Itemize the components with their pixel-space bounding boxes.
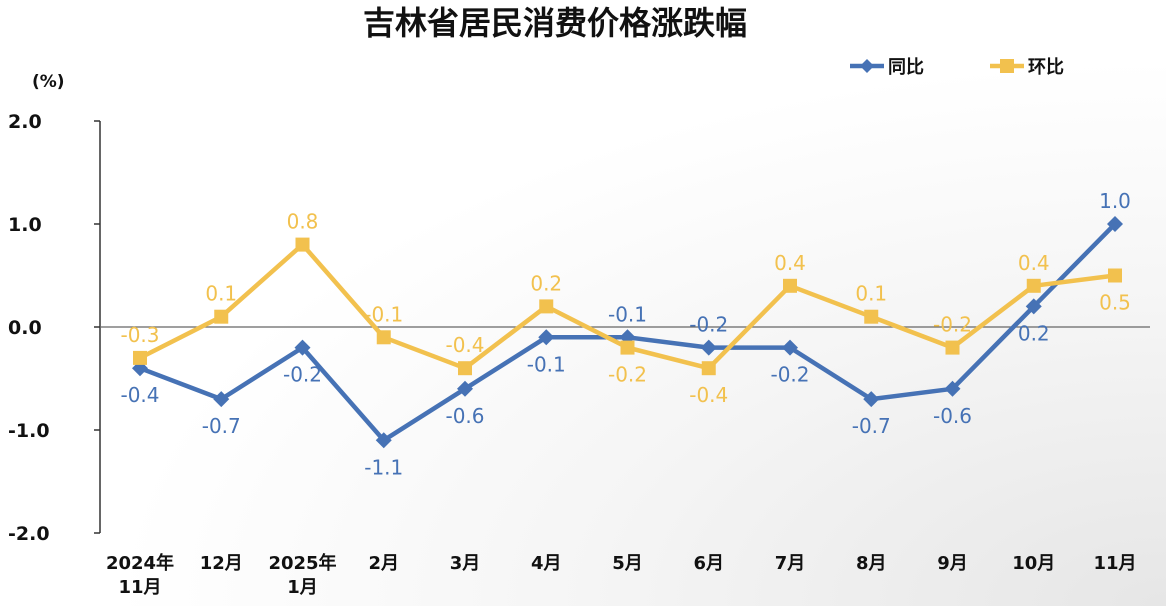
data-label: -0.2 [608,363,647,387]
legend-marker [860,59,874,73]
x-tick-label: 5月 [612,553,643,574]
data-label: 0.1 [855,282,887,306]
x-tick-label: 6月 [693,553,724,574]
y-tick-label: -2.0 [8,523,50,545]
data-label: -1.1 [364,455,403,479]
legend-marker [1000,59,1014,73]
y-axis-unit: (%) [32,72,65,92]
y-tick-label: 1.0 [8,214,42,236]
data-label: 0.4 [774,251,806,275]
data-point-marker [214,309,229,324]
data-point-marker [1107,216,1123,232]
data-point-marker [376,330,391,345]
x-tick-label: 11月 [1093,553,1136,574]
series-layer: -0.4 -0.7 -0.2 -1.1 -0.6 -0.1 -0.1 -0.2 -0.2 -0.7… [120,189,1130,479]
data-point-marker [539,299,554,314]
x-tick-label: 8月 [856,553,887,574]
x-axis: 2024年 11月 12月 2025年 1月 2月 3月 4月 5月 6月 7月 8月 9月 10月 11月 [100,326,1150,598]
y-tick-label: 0.0 [8,317,42,339]
x-tick-label: 10月 [1012,553,1055,574]
data-point-marker [1025,298,1042,315]
data-point-marker [944,380,961,397]
data-label: -0.1 [527,352,566,376]
x-tick-label: 2025年 [268,552,336,574]
x-tick-label: 12月 [200,553,243,574]
legend-item: 同比 [850,57,924,78]
data-labels-mom: -0.3 0.1 0.8 -0.1 -0.4 0.2 -0.2 -0.4 0.4 0.1 -0.2 0… [120,210,1130,408]
data-label: 0.2 [1018,321,1050,345]
data-label: 0.2 [530,271,562,295]
data-point-marker [294,339,311,356]
series-mom [133,237,1122,376]
data-point-marker [213,391,230,408]
x-tick-label: 1月 [287,577,318,598]
data-label: -0.2 [283,363,322,387]
legend-label: 环比 [1028,57,1064,78]
x-tick-label: 9月 [937,553,968,574]
x-tick-label: 11月 [118,577,161,598]
data-label: -0.6 [445,404,484,428]
data-label: -0.7 [202,414,241,438]
legend-item: 环比 [990,57,1064,78]
x-tick-label: 2024年 [106,552,174,574]
data-point-marker [783,278,797,293]
data-label: -0.3 [120,323,159,347]
data-point-marker [295,237,310,252]
data-point-marker [864,309,879,324]
x-tick-label: 3月 [450,553,481,574]
data-point-marker [375,432,392,449]
data-label: -0.2 [689,313,728,337]
data-labels-yoy: -0.4 -0.7 -0.2 -1.1 -0.6 -0.1 -0.1 -0.2 -0.2 -0.7… [120,189,1130,479]
data-label: -0.1 [608,302,647,326]
legend: 同比 环比 [850,57,1064,78]
data-point-marker [700,339,717,356]
y-tick-label: 2.0 [8,111,42,133]
data-label: -0.2 [933,313,972,337]
data-label: 1.0 [1099,189,1131,213]
data-label: -0.4 [120,383,159,407]
data-point-marker [620,340,635,355]
legend-label: 同比 [888,57,924,78]
data-label: -0.6 [933,404,972,428]
data-label: -0.4 [445,333,484,357]
data-point-marker [782,339,798,356]
data-label: 0.5 [1099,291,1131,315]
x-tick-label: 7月 [775,553,806,574]
data-label: 0.1 [205,282,237,306]
data-point-marker [538,329,555,346]
data-point-marker [1026,278,1041,293]
series-yoy [132,216,1123,449]
y-tick-label: -1.0 [8,420,50,442]
data-point-marker [458,361,472,376]
data-point-marker [457,380,473,397]
y-axis: 2.0 1.0 0.0 -1.0 -2.0 [8,111,101,545]
data-point-marker [701,361,716,376]
data-point-marker [1108,268,1122,283]
data-label: -0.7 [852,414,891,438]
data-label: -0.1 [364,302,403,326]
x-tick-label: 4月 [531,553,562,574]
x-tick-label: 2月 [368,553,399,574]
data-point-marker [863,391,880,408]
data-label: -0.4 [689,383,728,407]
data-point-marker [133,350,147,365]
data-label: -0.2 [770,363,809,387]
data-label: 0.8 [287,210,319,234]
chart-title: 吉林省居民消费价格涨跌幅 [363,4,747,42]
data-label: 0.4 [1018,251,1050,275]
data-point-marker [945,340,960,355]
